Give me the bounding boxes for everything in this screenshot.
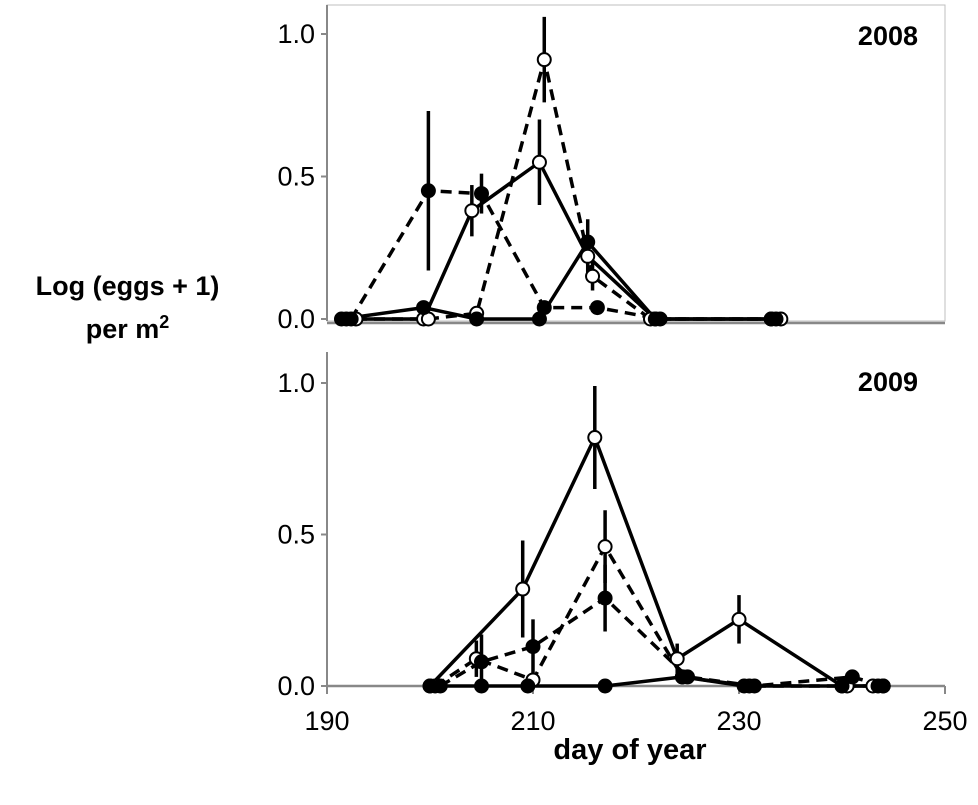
data-point — [669, 651, 685, 667]
data-point — [585, 268, 601, 284]
data-point — [597, 539, 613, 555]
data-point — [763, 311, 779, 327]
y-axis-label-prefix: per m — [85, 314, 160, 344]
data-point — [834, 678, 850, 694]
data-point — [589, 300, 605, 316]
y-tick-label: 0.5 — [277, 162, 315, 192]
series-line — [346, 160, 772, 321]
series-line — [434, 544, 884, 688]
data-point — [520, 678, 536, 694]
data-point — [674, 669, 690, 685]
data-point — [474, 654, 489, 670]
data-point — [597, 678, 613, 694]
panel-year-title: 2009 — [858, 367, 918, 397]
data-point — [597, 590, 613, 606]
data-point — [587, 430, 603, 446]
x-axis-label: day of year — [553, 734, 707, 766]
series-line — [430, 675, 879, 688]
data-point — [580, 248, 596, 264]
data-point — [422, 678, 438, 694]
y-tick-label: 0.5 — [277, 520, 315, 550]
data-point — [731, 611, 747, 627]
data-point — [333, 311, 349, 327]
x-tick-label: 210 — [510, 706, 555, 736]
data-point — [420, 183, 436, 199]
data-point — [844, 669, 860, 685]
data-point — [474, 678, 489, 694]
y-axis-label-line1: Log (eggs + 1) — [35, 271, 220, 301]
panel-2008: 0.0 0.5 1.0 2008 — [277, 4, 946, 334]
y-axis-label: Log (eggs + 1) per m2 — [0, 268, 255, 347]
series-line — [355, 57, 781, 321]
data-point — [525, 639, 541, 655]
y-tick-label: 1.0 — [277, 19, 315, 49]
data-point — [474, 186, 489, 202]
x-tick-label: 190 — [304, 706, 349, 736]
data-point — [647, 311, 663, 327]
series-line — [428, 435, 873, 688]
data-point — [531, 154, 547, 170]
y-tick-label: 0.0 — [277, 304, 315, 334]
x-tick-label: 230 — [716, 706, 761, 736]
y-tick-label: 1.0 — [277, 368, 315, 398]
y-axis-label-superscript: 2 — [159, 312, 170, 332]
panel-2009: 0.0 0.5 1.0 190 210 230 250 2009 — [277, 352, 968, 736]
data-point — [736, 678, 752, 694]
data-point — [464, 203, 480, 219]
data-point — [536, 52, 552, 68]
x-tick-label: 250 — [922, 706, 967, 736]
y-axis-label-line2: per m2 — [0, 304, 255, 347]
data-point — [870, 678, 886, 694]
data-point — [416, 300, 432, 316]
data-point — [580, 234, 596, 250]
data-point — [531, 311, 547, 327]
data-point — [469, 311, 485, 327]
data-point — [515, 581, 531, 597]
plot-frame — [326, 4, 946, 322]
panel-year-title: 2008 — [858, 21, 918, 51]
series-line — [439, 596, 884, 688]
y-tick-label: 0.0 — [277, 671, 315, 701]
